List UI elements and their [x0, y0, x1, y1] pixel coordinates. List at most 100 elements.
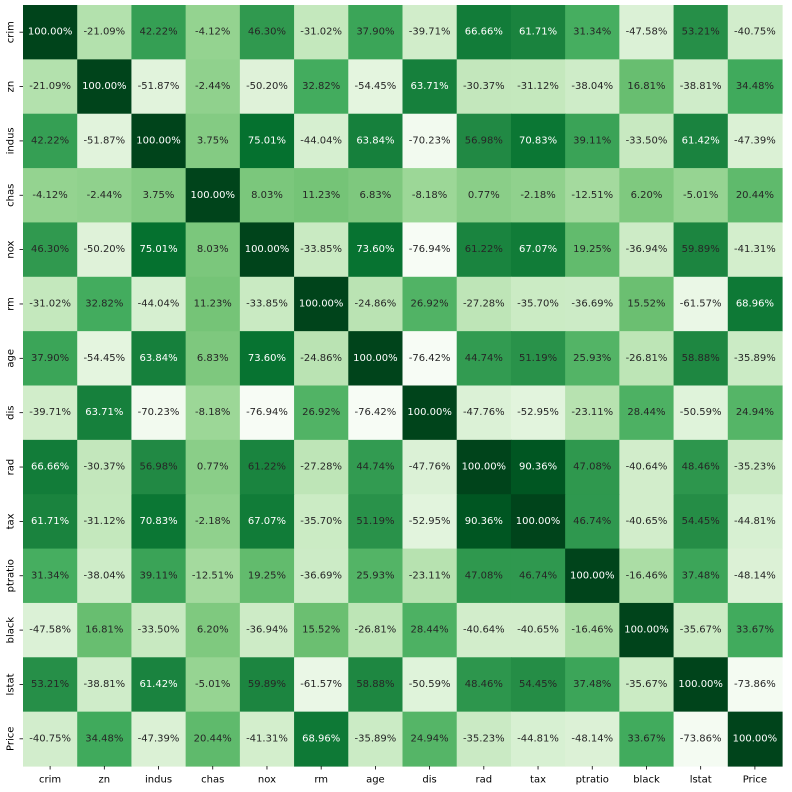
- heatmap-cell: [456, 602, 512, 658]
- heatmap-cell-label: -33.50%: [626, 135, 668, 146]
- heatmap-cell: [131, 168, 187, 224]
- heatmap-cell-label: -2.18%: [195, 516, 230, 527]
- heatmap-cell-label: 75.01%: [248, 135, 286, 146]
- heatmap-cell-label: -35.23%: [734, 462, 776, 473]
- heatmap-cell-label: -70.23%: [409, 135, 451, 146]
- heatmap-cell-label: -35.67%: [626, 679, 668, 690]
- heatmap-cell: [565, 657, 620, 713]
- heatmap-cell: [23, 494, 78, 550]
- heatmap-cell-label: 67.07%: [248, 516, 286, 527]
- heatmap-cell-label: -39.71%: [409, 27, 451, 38]
- heatmap-cell-label: -38.04%: [83, 570, 125, 581]
- heatmap-cell-label: 63.71%: [411, 81, 449, 92]
- heatmap-cell: [239, 113, 295, 169]
- heatmap-cell: [456, 548, 512, 604]
- heatmap-cell: [239, 5, 295, 60]
- heatmap-cell: [510, 113, 566, 169]
- heatmap-cell: [294, 602, 349, 658]
- heatmap-cell: [510, 602, 566, 658]
- heatmap-cell: [77, 168, 133, 224]
- heatmap-cell-label: -35.89%: [355, 733, 397, 744]
- heatmap-cell: [23, 5, 78, 60]
- heatmap-cell-label: 16.81%: [85, 625, 123, 636]
- heatmap-cell-label: -40.64%: [626, 462, 668, 473]
- heatmap-cell-label: -31.12%: [517, 81, 559, 92]
- heatmap-cell: [456, 331, 512, 387]
- heatmap-cell: [673, 548, 729, 604]
- y-tick-label: dis: [6, 406, 17, 420]
- heatmap-cell-label: 61.71%: [31, 516, 69, 527]
- heatmap-cell-label: 58.88%: [356, 679, 394, 690]
- heatmap-cell: [294, 168, 349, 224]
- heatmap-cell-label: -16.46%: [571, 625, 613, 636]
- heatmap-cell: [565, 331, 620, 387]
- heatmap-cell-label: -8.18%: [412, 190, 447, 201]
- heatmap-cell-label: -40.75%: [29, 733, 71, 744]
- y-tick-label: indus: [6, 127, 17, 154]
- heatmap-cell: [510, 385, 566, 441]
- heatmap-cell-label: 33.67%: [736, 625, 774, 636]
- heatmap-cell: [131, 602, 187, 658]
- heatmap-cell: [23, 385, 78, 441]
- heatmap-cell: [185, 59, 241, 115]
- heatmap-cell-label: -40.65%: [517, 625, 559, 636]
- heatmap-cell: [402, 385, 458, 441]
- heatmap-cell: [565, 276, 620, 332]
- heatmap-cell: [565, 113, 620, 169]
- heatmap-cell: [619, 602, 675, 658]
- heatmap-cell: [239, 385, 295, 441]
- x-tick-label: rm: [314, 775, 328, 786]
- heatmap-cell-label: -54.45%: [83, 353, 125, 364]
- heatmap-cell: [673, 59, 729, 115]
- heatmap-cell: [619, 657, 675, 713]
- heatmap-cell-label: 53.21%: [682, 27, 720, 38]
- heatmap-cell-label: 31.34%: [573, 27, 611, 38]
- heatmap-cell-label: 37.48%: [573, 679, 611, 690]
- heatmap-cell: [727, 168, 783, 224]
- heatmap-cell-label: -35.23%: [463, 733, 505, 744]
- heatmap-cell: [510, 331, 566, 387]
- heatmap-cell-label: 63.71%: [85, 407, 123, 418]
- heatmap-cell-label: -2.18%: [520, 190, 555, 201]
- heatmap-cell-label: 59.89%: [248, 679, 286, 690]
- heatmap-cell-label: 44.74%: [356, 462, 394, 473]
- y-tick-label: black: [6, 617, 17, 644]
- heatmap-cell-label: 11.23%: [302, 190, 340, 201]
- heatmap-cell-label: 61.22%: [248, 462, 286, 473]
- x-tick-label: age: [366, 775, 385, 786]
- heatmap-cell-label: -35.70%: [300, 516, 342, 527]
- x-tick-label: black: [633, 775, 660, 786]
- heatmap-cell: [348, 113, 404, 169]
- heatmap-cell-label: 19.25%: [573, 244, 611, 255]
- heatmap-cell: [185, 168, 241, 224]
- heatmap-cell: [239, 657, 295, 713]
- heatmap-cell: [727, 5, 783, 60]
- heatmap-cell-label: 58.88%: [682, 353, 720, 364]
- heatmap-cell-label: 47.08%: [465, 570, 503, 581]
- heatmap-cell: [402, 439, 458, 495]
- heatmap-cell: [727, 548, 783, 604]
- heatmap-cell-label: 47.08%: [573, 462, 611, 473]
- heatmap-cell-label: 6.20%: [197, 625, 229, 636]
- y-axis: crim zn indus chas nox rm age dis rad tax ptratio b…: [6, 21, 23, 751]
- heatmap-cell-label: 42.22%: [139, 27, 177, 38]
- heatmap-cell-label: 24.94%: [736, 407, 774, 418]
- heatmap-cell: [131, 439, 187, 495]
- heatmap-cell: [402, 113, 458, 169]
- heatmap-cell-label: 28.44%: [411, 625, 449, 636]
- heatmap-cell-label: 19.25%: [248, 570, 286, 581]
- heatmap-cell-label: -41.31%: [734, 244, 776, 255]
- heatmap-cell-label: -39.71%: [29, 407, 71, 418]
- heatmap-cell: [239, 494, 295, 550]
- heatmap-cell: [402, 5, 458, 60]
- heatmap-cell-label: 70.83%: [519, 135, 557, 146]
- heatmap-cell: [348, 276, 404, 332]
- heatmap-cell-label: 66.66%: [31, 462, 69, 473]
- heatmap-cell: [185, 494, 241, 550]
- heatmap-cell-label: 75.01%: [139, 244, 177, 255]
- heatmap-cell-label: -30.37%: [83, 462, 125, 473]
- heatmap-cell-label: -16.46%: [626, 570, 668, 581]
- heatmap-cell-label: -12.51%: [192, 570, 234, 581]
- heatmap-cell: [619, 59, 675, 115]
- x-tick-label: nox: [258, 775, 276, 786]
